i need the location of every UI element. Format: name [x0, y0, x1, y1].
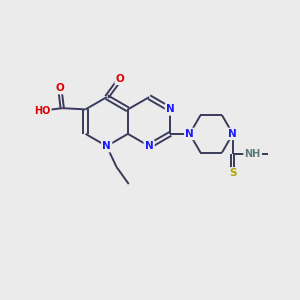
Text: O: O — [116, 74, 124, 84]
Text: S: S — [229, 168, 237, 178]
Text: N: N — [102, 141, 111, 151]
Text: HO: HO — [34, 106, 50, 116]
Text: NH: NH — [244, 149, 261, 159]
Text: N: N — [228, 129, 237, 139]
Text: N: N — [166, 104, 175, 114]
Text: O: O — [56, 83, 64, 93]
Text: N: N — [185, 129, 194, 139]
Text: N: N — [145, 141, 154, 151]
